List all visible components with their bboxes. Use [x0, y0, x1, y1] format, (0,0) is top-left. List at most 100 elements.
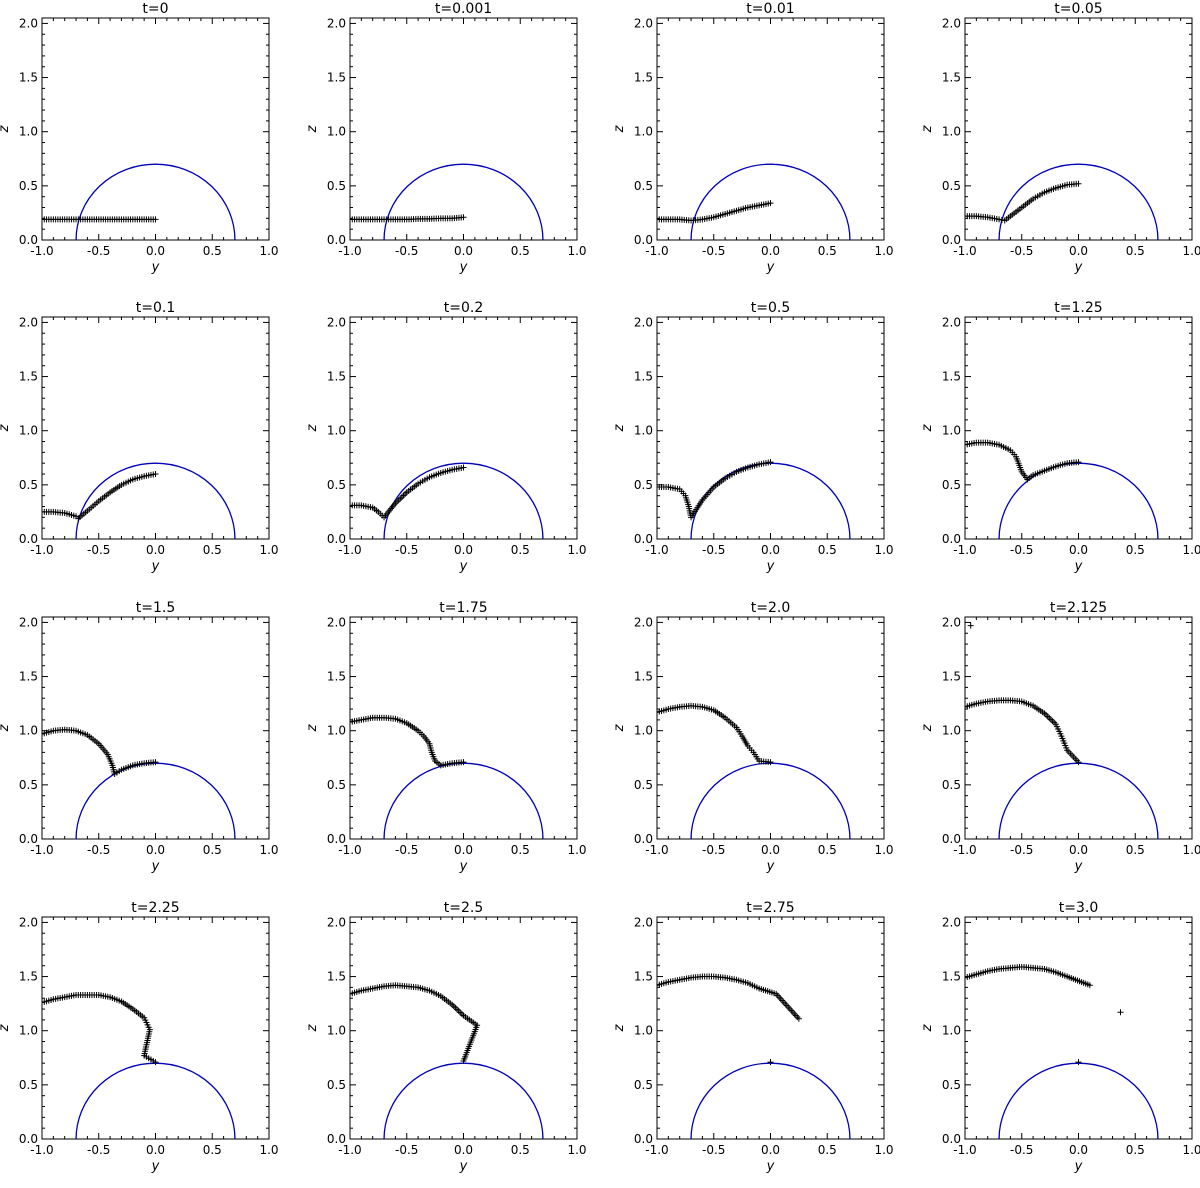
x-tick-label: -0.5	[702, 1143, 725, 1157]
y-axis-label: z	[305, 723, 320, 732]
x-tick-label: 0.0	[146, 244, 165, 258]
x-tick-label: 0.0	[146, 843, 165, 857]
y-tick-label: 0.0	[942, 1132, 961, 1146]
y-tick-label: 0.5	[327, 478, 346, 492]
y-tick-label: 0.5	[942, 179, 961, 193]
reference-circle	[998, 762, 1159, 839]
y-tick-label: 0.0	[942, 832, 961, 846]
y-tick-label: 0.5	[19, 1078, 38, 1092]
chart-panel: t=1.5 -1.0 -0.5 0.0 0.5 1.0 0.0 0.5 1.0 1.5 2.0 y z	[0, 600, 279, 874]
y-axis-label: z	[612, 723, 627, 732]
x-tick-label: -1.0	[338, 1143, 361, 1157]
x-tick-label: -1.0	[645, 1143, 668, 1157]
data-point	[152, 471, 159, 478]
panel-title: t=2.25	[131, 900, 179, 916]
y-tick-label: 2.0	[942, 915, 961, 929]
axes-frame	[964, 316, 1193, 540]
x-tick-label: 0.0	[454, 244, 473, 258]
y-tick-label: 0.5	[327, 1078, 346, 1092]
x-axis-label: y	[459, 1159, 468, 1174]
data-point	[767, 1059, 774, 1066]
chart-panel: t=1.25 -1.0 -0.5 0.0 0.5 1.0 0.0 0.5 1.0 1.5 2.0 y z	[920, 300, 1200, 574]
x-tick-label: -1.0	[30, 244, 53, 258]
data-point	[1117, 1009, 1124, 1016]
x-tick-label: 1.0	[259, 543, 278, 557]
y-tick-label: 0.0	[19, 233, 38, 247]
panel-title: t=0	[142, 1, 168, 17]
panel-title: t=0.5	[751, 300, 790, 316]
y-tick-label: 2.0	[327, 615, 346, 629]
reference-circle	[690, 462, 851, 539]
x-tick-label: 0.5	[203, 543, 222, 557]
x-tick-label: 0.0	[761, 1143, 780, 1157]
y-tick-label: 1.5	[634, 670, 653, 684]
x-tick-label: 1.0	[1182, 843, 1200, 857]
data-series	[42, 216, 159, 223]
axes-frame	[964, 616, 1193, 840]
axes-frame	[656, 17, 885, 241]
chart-panel: t=0 -1.0 -0.5 0.0 0.5 1.0 0.0 0.5 1.0 1.5 2.0 y z	[0, 1, 279, 275]
data-point	[767, 759, 774, 766]
y-tick-label: 2.0	[634, 615, 653, 629]
data-point	[460, 214, 467, 221]
x-tick-label: 0.0	[454, 543, 473, 557]
x-axis-label: y	[766, 1159, 775, 1174]
chart-panel: t=0.001 -1.0 -0.5 0.0 0.5 1.0 0.0 0.5 1.0 1.5 2.0 y…	[305, 1, 587, 275]
axes-frame	[349, 316, 578, 540]
x-tick-label: 0.5	[511, 843, 530, 857]
reference-circle	[383, 462, 544, 539]
x-tick-label: -0.5	[1010, 843, 1033, 857]
y-tick-label: 1.0	[327, 724, 346, 738]
x-tick-label: 0.5	[203, 244, 222, 258]
y-tick-label: 0.5	[19, 179, 38, 193]
y-tick-label: 1.0	[327, 424, 346, 438]
x-tick-label: 0.0	[454, 843, 473, 857]
data-series	[350, 214, 467, 223]
y-tick-label: 1.5	[942, 970, 961, 984]
data-point	[460, 759, 467, 766]
chart-panel: t=0.05 -1.0 -0.5 0.0 0.5 1.0 0.0 0.5 1.0 1.5 2.0 y z	[920, 1, 1200, 275]
x-tick-label: 1.0	[567, 1143, 586, 1157]
panel-title: t=0.001	[435, 1, 492, 17]
data-point	[1075, 459, 1082, 466]
y-tick-label: 1.0	[634, 125, 653, 139]
y-tick-label: 0.0	[634, 233, 653, 247]
data-point	[1075, 180, 1082, 187]
y-axis-label: z	[0, 1023, 12, 1032]
x-axis-label: y	[1074, 559, 1083, 574]
x-axis-label: y	[459, 559, 468, 574]
panel-title: t=1.5	[136, 600, 175, 616]
x-axis-label: y	[459, 260, 468, 275]
y-tick-label: 1.0	[634, 724, 653, 738]
data-point	[152, 1059, 159, 1066]
axes-frame	[41, 17, 270, 241]
y-axis-label: z	[0, 423, 12, 432]
x-tick-label: -1.0	[645, 543, 668, 557]
chart-panel: t=0.5 -1.0 -0.5 0.0 0.5 1.0 0.0 0.5 1.0 1.5 2.0 y z	[612, 300, 894, 574]
x-tick-label: 0.0	[1069, 543, 1088, 557]
reference-circle	[383, 1062, 544, 1139]
y-tick-label: 2.0	[327, 16, 346, 30]
x-tick-label: -1.0	[645, 843, 668, 857]
x-tick-label: 0.0	[146, 1143, 165, 1157]
chart-panel: t=2.75 -1.0 -0.5 0.0 0.5 1.0 0.0 0.5 1.0 1.5 2.0 y z	[612, 900, 894, 1174]
axes-frame	[349, 916, 578, 1140]
chart-panel: t=3.0 -1.0 -0.5 0.0 0.5 1.0 0.0 0.5 1.0 1.5 2.0 y z	[920, 900, 1200, 1174]
y-tick-label: 2.0	[327, 315, 346, 329]
y-axis-label: z	[612, 124, 627, 133]
y-tick-label: 1.0	[19, 424, 38, 438]
axes-frame	[349, 616, 578, 840]
x-tick-label: 1.0	[874, 1143, 893, 1157]
x-tick-label: 0.5	[818, 1143, 837, 1157]
x-tick-label: -1.0	[953, 1143, 976, 1157]
x-axis-label: y	[1074, 260, 1083, 275]
x-tick-label: -1.0	[953, 244, 976, 258]
x-tick-label: 0.5	[511, 543, 530, 557]
x-tick-label: -0.5	[1010, 244, 1033, 258]
chart-panel: t=2.25 -1.0 -0.5 0.0 0.5 1.0 0.0 0.5 1.0 1.5 2.0 y z	[0, 900, 279, 1174]
panel-title: t=0.1	[136, 300, 175, 316]
x-axis-label: y	[151, 559, 160, 574]
panel-title: t=0.2	[444, 300, 483, 316]
x-tick-label: -1.0	[953, 543, 976, 557]
